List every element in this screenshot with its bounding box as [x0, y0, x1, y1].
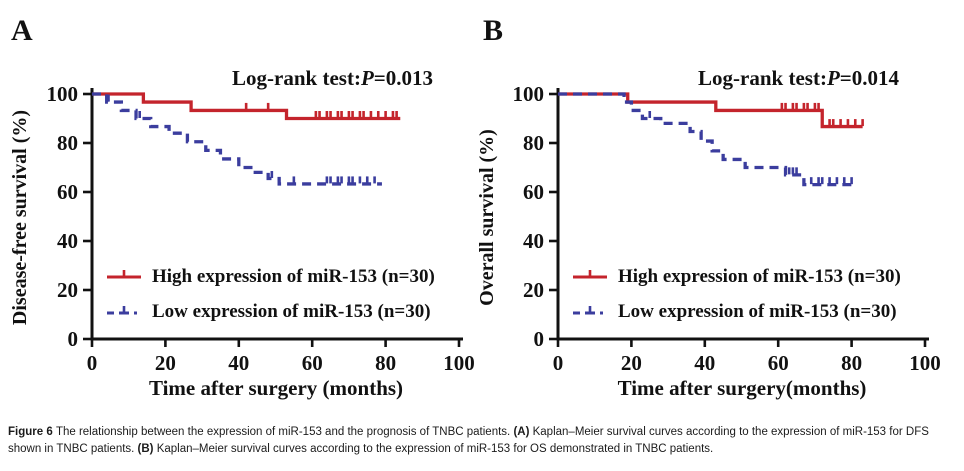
logrank-annotation-a: Log-rank test:P=0.013: [232, 66, 433, 91]
svg-text:20: 20: [57, 278, 78, 302]
caption-bold-segment: (A): [513, 426, 533, 438]
svg-text:100: 100: [443, 351, 475, 375]
svg-text:20: 20: [621, 351, 642, 375]
legend-label-low: Low expression of miR-153 (n=30): [152, 300, 431, 322]
svg-text:80: 80: [375, 351, 396, 375]
panel-a: A 0 20 40 60 80 100 0 20 40 60 80 100 Log-rank test…: [0, 0, 482, 418]
logrank-annotation-b: Log-rank test:P=0.014: [698, 66, 899, 91]
svg-text:100: 100: [513, 82, 545, 106]
y-axis-title-os: Overall survival (%): [475, 128, 498, 306]
svg-text:80: 80: [841, 351, 862, 375]
legend-item-high: High expression of miR-153 (n=30): [572, 262, 901, 288]
legend-a: High expression of miR-153 (n=30) Low ex…: [106, 262, 435, 332]
legend-item-low: Low expression of miR-153 (n=30): [106, 297, 435, 323]
svg-text:80: 80: [57, 131, 78, 155]
logrank-p-symbol: P: [826, 66, 840, 90]
svg-text:100: 100: [47, 82, 79, 106]
svg-text:100: 100: [909, 351, 941, 375]
caption-bold-segment: (B): [137, 443, 157, 456]
figure-caption: Figure 6 The relationship between the ex…: [8, 424, 956, 459]
logrank-p-symbol: P: [360, 66, 374, 90]
high-expression-key-icon: [573, 270, 607, 279]
legend-item-high: High expression of miR-153 (n=30): [106, 262, 435, 288]
svg-text:60: 60: [523, 180, 544, 204]
svg-text:80: 80: [523, 131, 544, 155]
x-axis-title-b: Time after surgery(months): [617, 376, 867, 400]
svg-text:0: 0: [534, 327, 545, 351]
logrank-prefix: Log-rank test:: [698, 66, 827, 90]
svg-text:20: 20: [523, 278, 544, 302]
caption-text-segment: The relationship between the expression …: [55, 426, 514, 438]
svg-text:60: 60: [768, 351, 789, 375]
svg-text:40: 40: [228, 351, 249, 375]
logrank-value: =0.013: [373, 66, 433, 90]
legend-label-low: Low expression of miR-153 (n=30): [618, 300, 897, 322]
svg-text:60: 60: [302, 351, 323, 375]
x-axis-title-a: Time after surgery (months): [148, 376, 404, 400]
caption-bold-segment: Figure 6: [8, 426, 56, 438]
caption-text-segment: Kaplan–Meier survival curves according t…: [156, 443, 714, 456]
svg-text:20: 20: [155, 351, 176, 375]
panel-b: B 0 20 40 60 80 100 0 20 40 60 80 100 Log-rank test…: [466, 0, 948, 418]
logrank-value: =0.014: [839, 66, 899, 90]
svg-text:0: 0: [553, 351, 564, 375]
caption-text-segment: Kaplan–Meier survival curves according t…: [8, 426, 929, 456]
y-axis-title-wrap: Disease-free survival (%): [2, 94, 40, 340]
low-expression-key-icon: [573, 306, 603, 315]
y-axis-title-dfs: Disease-free survival (%): [9, 109, 32, 325]
low-expression-key-icon: [107, 306, 137, 315]
svg-text:0: 0: [87, 351, 98, 375]
km-plot-dfs: 0 20 40 60 80 100 0 20 40 60 80 100: [47, 82, 475, 375]
legend-b: High expression of miR-153 (n=30) Low ex…: [572, 262, 901, 332]
y-axis-title-wrap: Overall survival (%): [468, 94, 506, 340]
svg-text:40: 40: [57, 229, 78, 253]
panel-b-letter: B: [483, 14, 504, 47]
svg-text:40: 40: [523, 229, 544, 253]
panel-a-letter: A: [11, 14, 33, 47]
svg-text:40: 40: [694, 351, 715, 375]
legend-item-low: Low expression of miR-153 (n=30): [572, 297, 901, 323]
svg-text:0: 0: [68, 327, 79, 351]
km-plot-os: 0 20 40 60 80 100 0 20 40 60 80 100: [513, 82, 941, 375]
high-expression-key-icon: [107, 270, 141, 279]
legend-label-high: High expression of miR-153 (n=30): [618, 265, 901, 287]
svg-text:60: 60: [57, 180, 78, 204]
logrank-prefix: Log-rank test:: [232, 66, 361, 90]
legend-label-high: High expression of miR-153 (n=30): [152, 265, 435, 287]
